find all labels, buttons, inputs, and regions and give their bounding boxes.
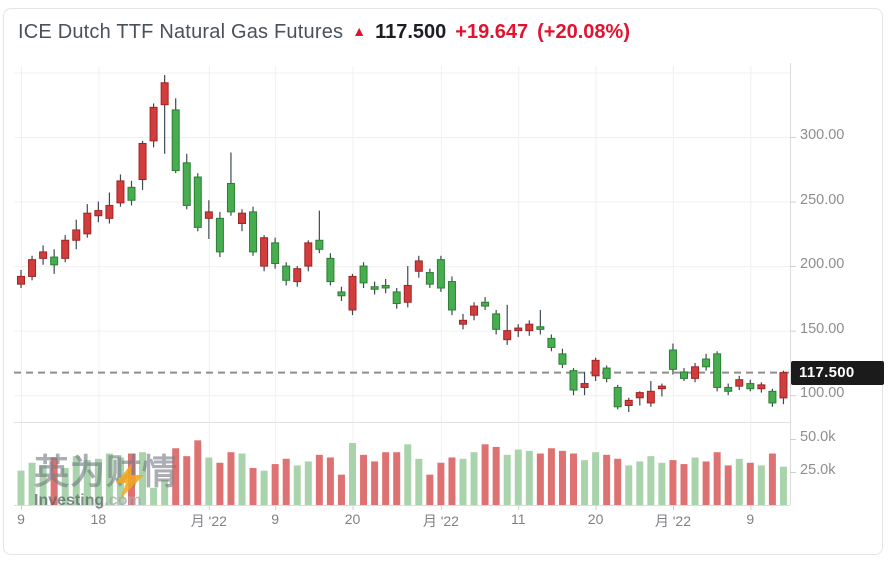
x-axis-label: 月 '22 bbox=[190, 513, 227, 529]
x-axis-label: 9 bbox=[271, 511, 280, 527]
price-up-arrow-icon: ▲ bbox=[352, 23, 367, 39]
price-axis-tick: 100.00 bbox=[800, 385, 845, 402]
last-price-tag: 117.500 bbox=[791, 361, 884, 385]
price-axis-tick: 200.00 bbox=[800, 256, 845, 273]
x-axis-label: 20 bbox=[587, 511, 604, 527]
x-axis-label: 20 bbox=[344, 511, 361, 527]
instrument-title: ICE Dutch TTF Natural Gas Futures bbox=[18, 20, 344, 43]
x-axis-label: 11 bbox=[510, 511, 526, 527]
x-axis-label: 18 bbox=[90, 511, 107, 527]
x-axis-label: 9 bbox=[17, 511, 25, 527]
x-axis-label: 月 '22 bbox=[422, 513, 459, 529]
price-axis-tick: 300.00 bbox=[800, 127, 845, 143]
price-change: +19.647 bbox=[455, 20, 529, 43]
volume-axis-tick: 50.0k bbox=[800, 429, 836, 445]
price-axis-tick: 250.00 bbox=[800, 191, 845, 208]
x-axis-label: 月 '22 bbox=[654, 513, 692, 529]
instrument-header: ICE Dutch TTF Natural Gas Futures ▲ 117.… bbox=[18, 18, 630, 46]
price-axis-tick: 150.00 bbox=[800, 320, 845, 337]
last-price: 117.500 bbox=[375, 20, 447, 43]
volume-axis-tick: 25.0k bbox=[800, 462, 836, 478]
price-change-percent: (+20.08%) bbox=[537, 20, 630, 43]
x-axis-label: 9 bbox=[746, 511, 755, 527]
